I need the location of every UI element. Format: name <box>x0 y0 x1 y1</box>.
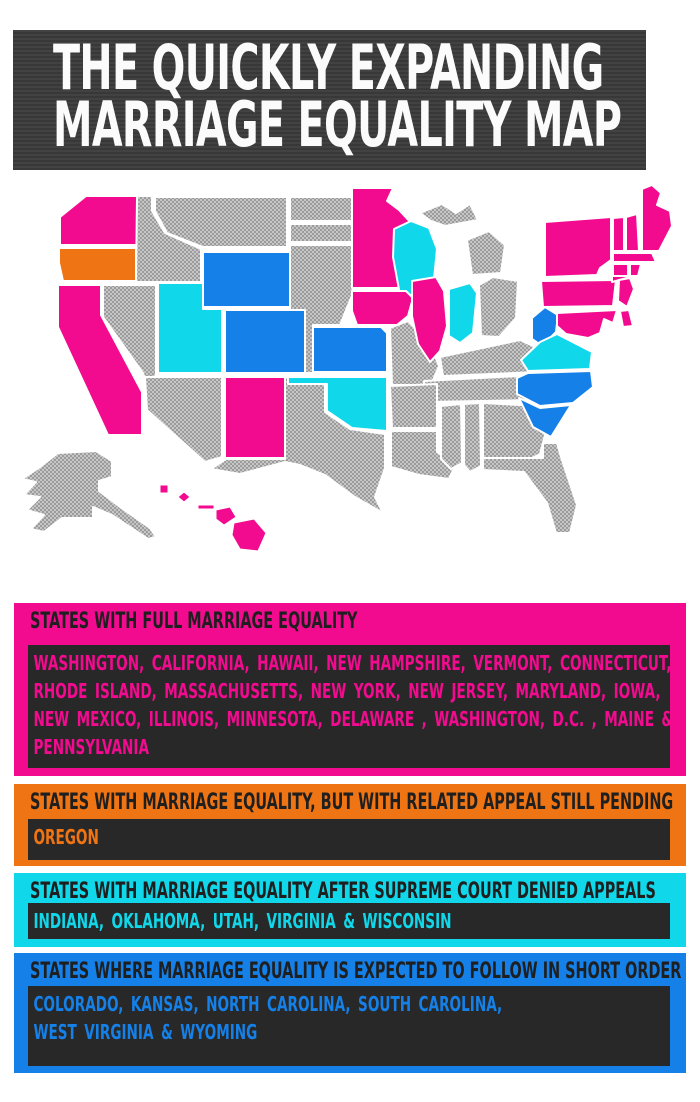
state-south-dakota <box>289 223 354 243</box>
state-michigan-upper <box>419 203 479 227</box>
state-michigan-lower <box>466 230 506 276</box>
legend-block-expected-soon: STATES WHERE MARRIAGE EQUALITY IS EXPECT… <box>14 953 686 1073</box>
legend-states-full-equality: WASHINGTON, CALIFORNIA, HAWAII, NEW HAMP… <box>28 645 673 768</box>
state-arizona <box>144 376 223 463</box>
legend-block-full-equality: STATES WITH FULL MARRIAGE EQUALITY WASHI… <box>14 603 686 776</box>
state-montana <box>154 196 288 248</box>
legend-block-appeal-pending: STATES WITH MARRIAGE EQUALITY, BUT WITH … <box>14 784 686 866</box>
legend-block-scotus-denied: STATES WITH MARRIAGE EQUALITY AFTER SUPR… <box>14 873 686 947</box>
state-south-carolina <box>518 397 572 438</box>
state-delaware <box>619 309 634 328</box>
state-new-hampshire <box>625 213 640 252</box>
legend-states-scotus-denied: INDIANA, OKLAHOMA, UTAH, VIRGINIA & WISC… <box>28 903 670 939</box>
state-washington <box>59 195 138 246</box>
state-vermont <box>612 216 625 252</box>
state-north-carolina <box>516 370 594 407</box>
state-wyoming <box>202 251 291 308</box>
state-idaho <box>135 195 202 283</box>
state-hawaii-island-1 <box>159 484 169 494</box>
state-ohio <box>478 276 519 338</box>
us-map <box>21 185 673 552</box>
state-alaska <box>21 450 157 540</box>
state-maine <box>641 185 673 252</box>
state-connecticut <box>612 263 629 277</box>
state-alabama <box>463 402 482 473</box>
state-texas <box>210 376 386 514</box>
title-banner: THE QUICKLY EXPANDING MARRIAGE EQUALITY … <box>13 30 646 170</box>
state-hawaii-island-3 <box>197 504 215 510</box>
state-new-york <box>544 216 612 278</box>
state-indiana <box>448 282 478 344</box>
state-virginia <box>520 333 593 372</box>
state-new-mexico <box>224 376 286 459</box>
state-new-jersey <box>617 277 635 308</box>
state-hawaii-island-4 <box>215 506 237 526</box>
legend-heading-appeal-pending: STATES WITH MARRIAGE EQUALITY, BUT WITH … <box>30 790 674 815</box>
state-colorado <box>224 309 306 374</box>
state-hawaii-island-5 <box>231 518 267 552</box>
state-massachusetts <box>612 252 657 263</box>
legend-states-expected-soon: COLORADO, KANSAS, NORTH CAROLINA, SOUTH … <box>28 986 670 1066</box>
state-oregon <box>58 247 137 282</box>
legend-heading-scotus-denied: STATES WITH MARRIAGE EQUALITY AFTER SUPR… <box>30 879 656 904</box>
state-maryland <box>556 309 618 339</box>
title-line-2: MARRIAGE EQUALITY MAP <box>53 88 622 161</box>
state-north-dakota <box>289 196 354 222</box>
state-louisiana <box>390 430 456 480</box>
legend-heading-full-equality: STATES WITH FULL MARRIAGE EQUALITY <box>30 609 358 634</box>
state-illinois <box>411 276 448 363</box>
state-california <box>57 284 143 436</box>
title-line-1: THE QUICKLY EXPANDING <box>53 31 604 104</box>
state-mississippi <box>440 403 463 470</box>
legend-heading-expected-soon: STATES WHERE MARRIAGE EQUALITY IS EXPECT… <box>30 959 682 984</box>
state-arkansas <box>389 383 438 429</box>
legend-states-appeal-pending: OREGON <box>28 819 670 860</box>
state-iowa <box>351 290 414 326</box>
state-rhode-island <box>629 263 642 277</box>
state-pennsylvania <box>540 279 617 308</box>
state-hawaii-island-2 <box>177 491 191 503</box>
state-kansas <box>312 326 388 373</box>
state-florida <box>482 442 578 534</box>
